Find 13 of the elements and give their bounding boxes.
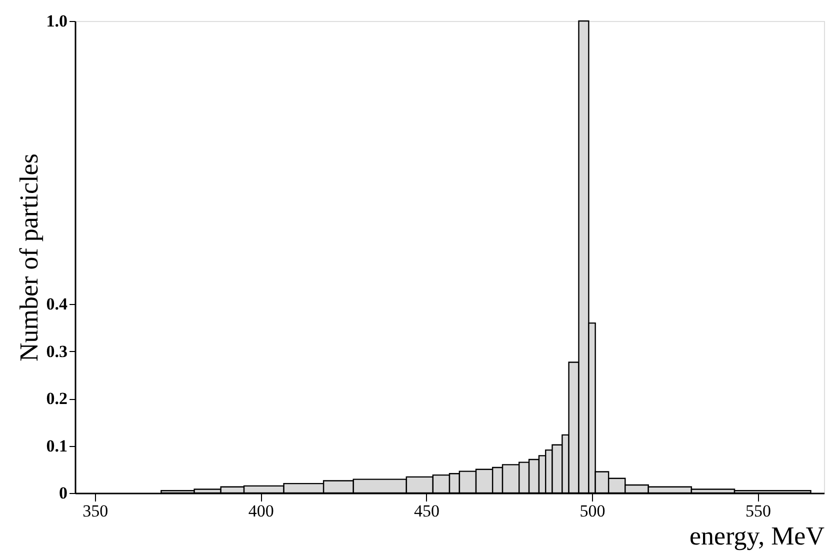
x-axis-title: energy, MeV	[689, 522, 825, 550]
x-tick-label: 350	[82, 502, 108, 520]
y-tick-label: 0.3	[46, 342, 68, 361]
y-axis-title: Number of particles	[14, 154, 44, 362]
x-tick-label: 550	[745, 502, 771, 520]
y-tick-label: 0.1	[46, 436, 68, 456]
y-tick-label: 0	[59, 484, 68, 502]
x-tick-label: 450	[414, 502, 440, 520]
x-tick-label: 400	[248, 502, 274, 520]
y-tick-label: 0.2	[46, 389, 68, 408]
y-tick-label: 1.0	[46, 12, 68, 30]
y-tick-label: 0.4	[46, 294, 68, 314]
x-tick-label: 500	[580, 502, 606, 520]
